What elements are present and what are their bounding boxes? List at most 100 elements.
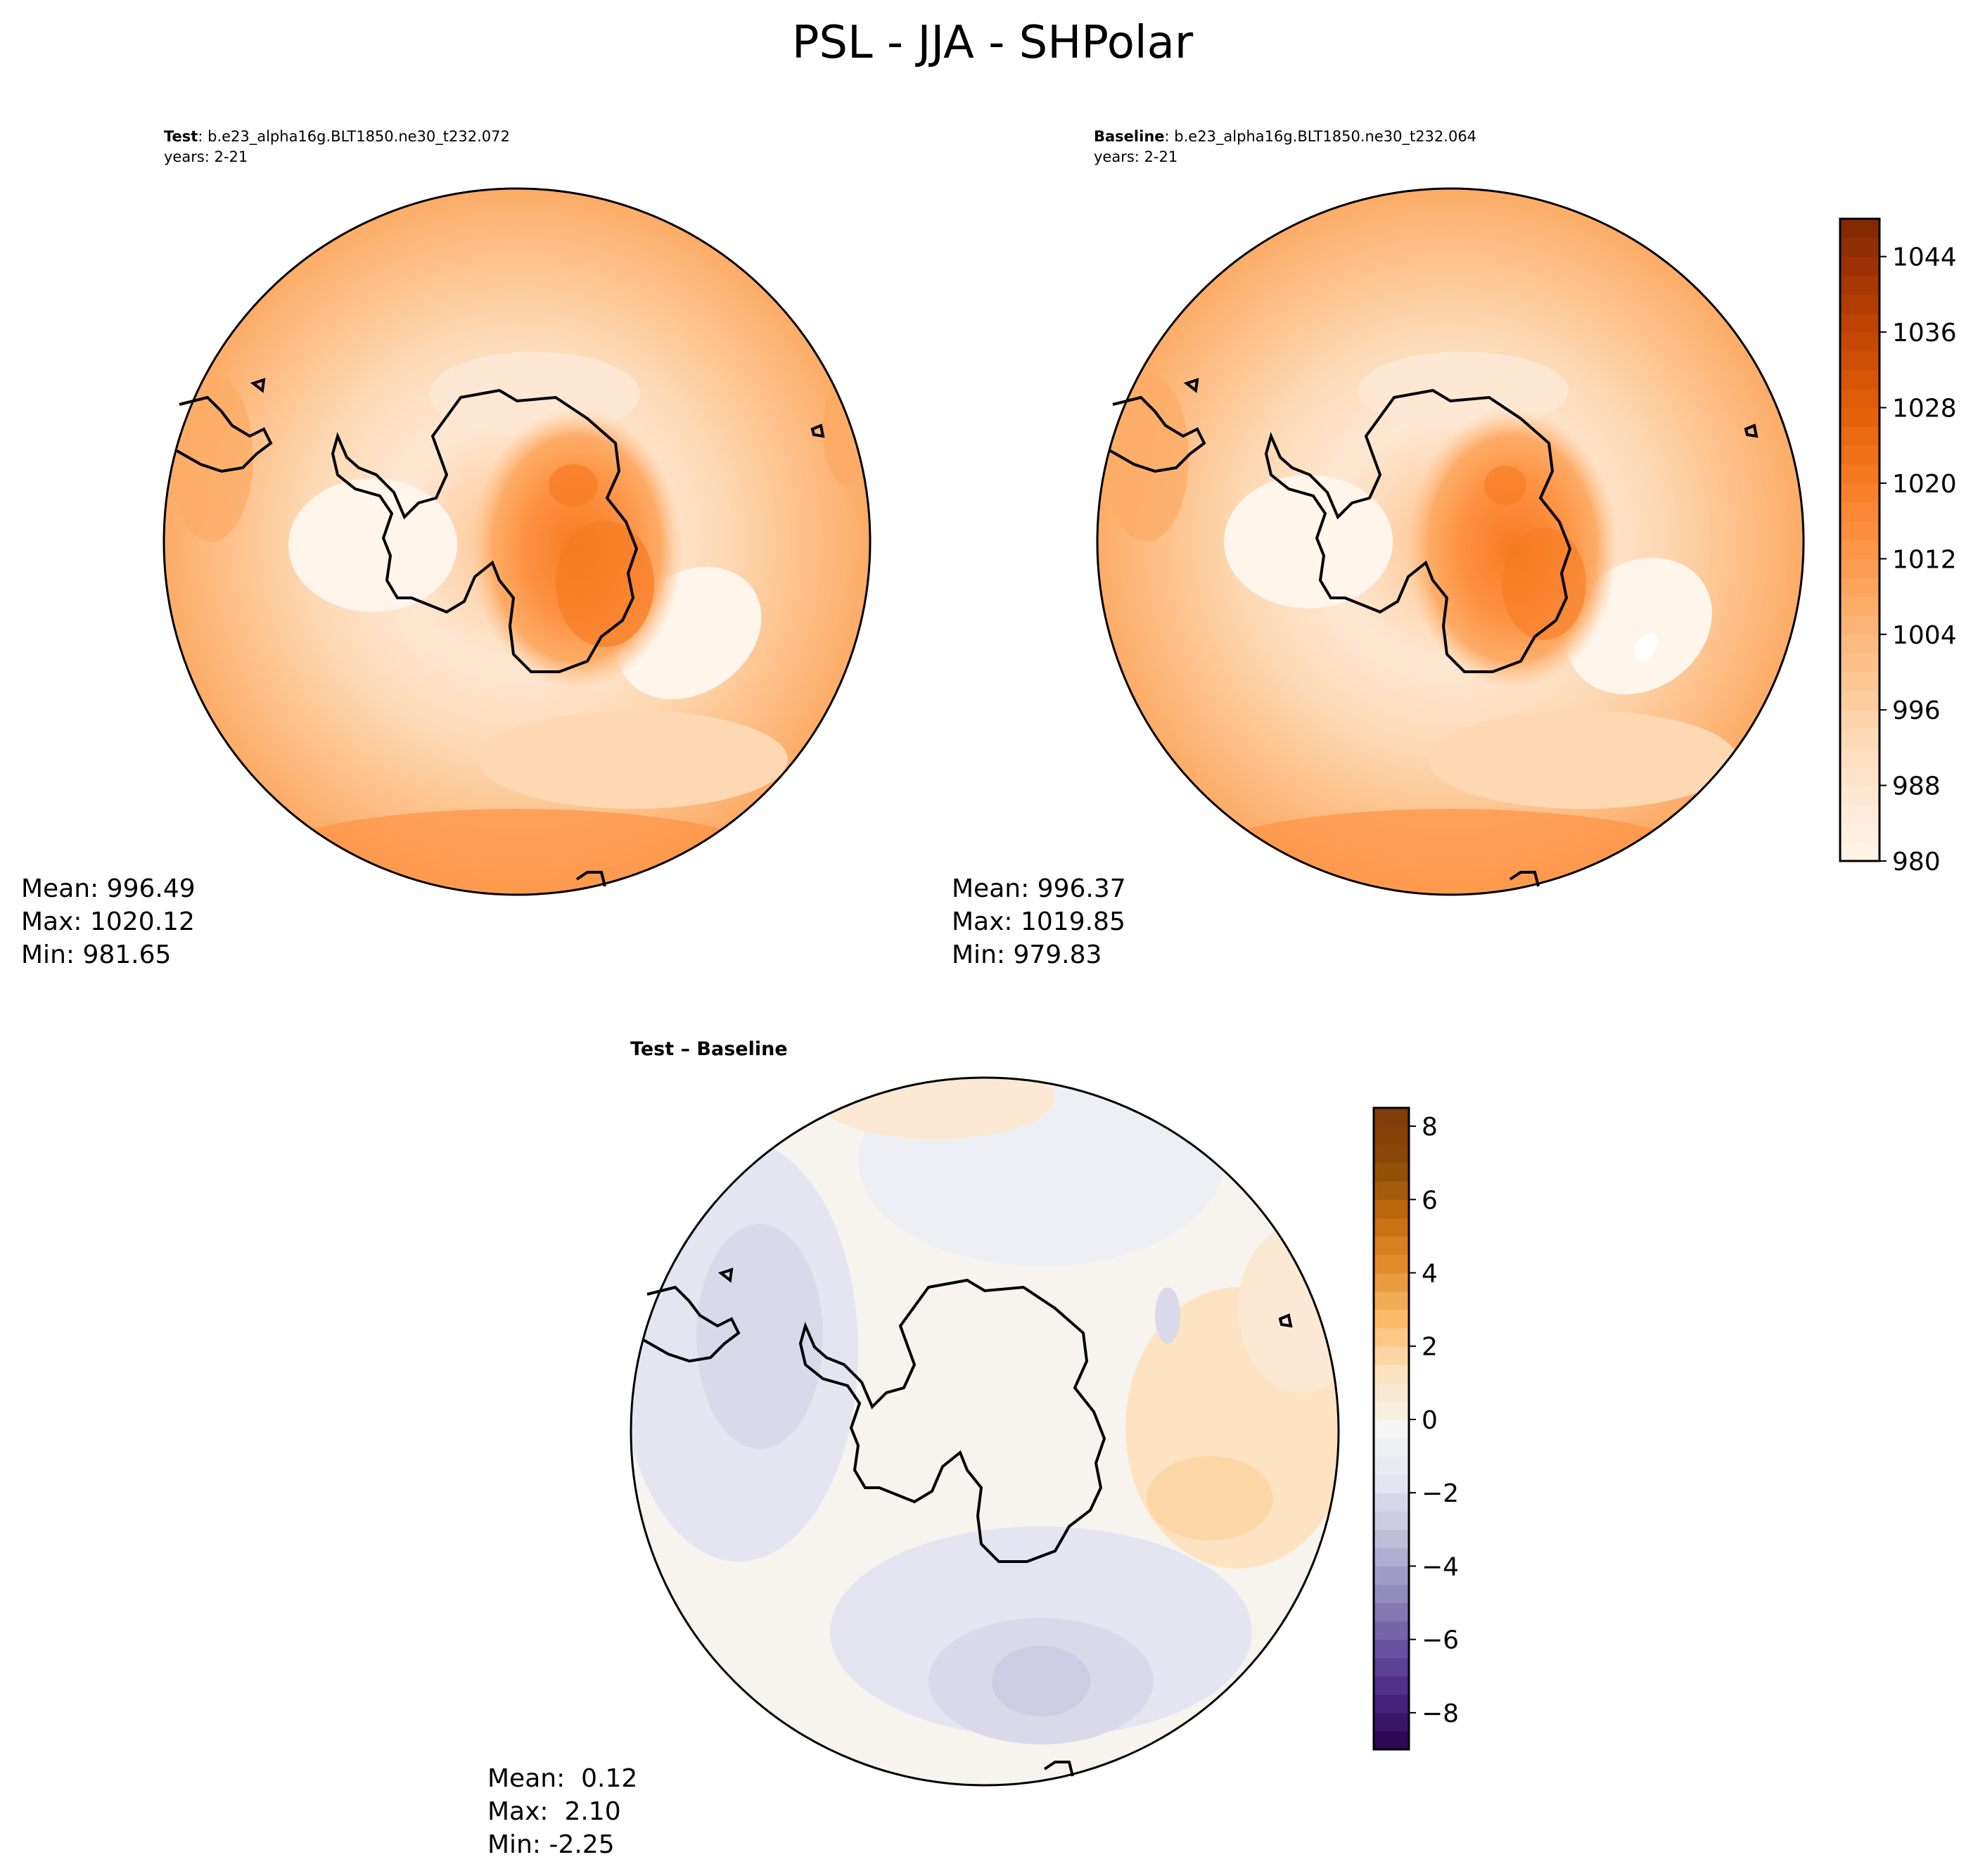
colorbar-absolute-band	[1840, 540, 1879, 559]
panel-baseline-max: Max: 1019.85	[952, 907, 1125, 936]
colorbar-absolute-band	[1840, 578, 1879, 597]
colorbar-difference-band	[1374, 1309, 1409, 1329]
colorbar-difference-tick-label: −6	[1422, 1626, 1459, 1655]
colorbar-difference-band	[1374, 1621, 1409, 1640]
panel-difference-min: Min: -2.25	[487, 1830, 615, 1859]
colorbar-difference-band	[1374, 1181, 1409, 1200]
panel-baseline-label-bold: Baseline	[1094, 128, 1165, 145]
colorbar-difference-band	[1374, 1346, 1409, 1365]
colorbar-difference-band	[1374, 1126, 1409, 1145]
colorbar-absolute-band	[1840, 445, 1879, 465]
colorbar-absolute-band	[1840, 634, 1879, 654]
colorbar-absolute: 980 988 996 1004 1012 1020 1028 1036 1044	[1839, 217, 1957, 876]
colorbar-absolute-band	[1840, 483, 1879, 503]
colorbar-difference: −8 −6 −4 −2 0 2 4 6 8	[1372, 1106, 1459, 1751]
panel-baseline-years: years: 2-21	[1094, 148, 1177, 165]
colorbar-difference-band	[1374, 1584, 1409, 1604]
colorbar-absolute-band	[1840, 710, 1879, 729]
panel-difference-stats: Mean: 0.12 Max: 2.10 Min: -2.25	[487, 1764, 637, 1859]
colorbar-absolute-band	[1840, 747, 1879, 767]
colorbar-difference-band	[1374, 1712, 1409, 1732]
colorbar-difference-band	[1374, 1382, 1409, 1402]
panel-difference-max: Max: 2.10	[487, 1797, 621, 1826]
panel-test-stats: Mean: 996.49 Max: 1020.12 Min: 981.65	[21, 874, 196, 969]
colorbar-absolute-band	[1840, 766, 1879, 786]
colorbar-absolute-band	[1840, 313, 1879, 333]
colorbar-difference-band	[1374, 1474, 1409, 1493]
colorbar-difference-band	[1374, 1602, 1409, 1622]
figure-title: PSL - JJA - SHPolar	[792, 17, 1194, 69]
colorbar-difference-band	[1374, 1511, 1409, 1530]
colorbar-absolute-band	[1840, 691, 1879, 710]
colorbar-absolute-band	[1840, 502, 1879, 522]
colorbar-absolute-tick-label: 996	[1892, 696, 1941, 725]
panel-test-label: Test: b.e23_alpha16g.BLT1850.ne30_t232.0…	[164, 128, 510, 146]
colorbar-absolute-band	[1840, 464, 1879, 484]
panel-test-mean: Mean: 996.49	[21, 874, 196, 903]
panel-difference-mean: Mean: 0.12	[487, 1764, 637, 1793]
colorbar-absolute-tick-label: 1028	[1892, 395, 1957, 423]
colorbar-absolute-band	[1840, 823, 1879, 843]
panel-baseline-label: Baseline: b.e23_alpha16g.BLT1850.ne30_t2…	[1094, 128, 1476, 146]
panel-difference-label: Test – Baseline	[630, 1038, 788, 1060]
colorbar-difference-band	[1374, 1529, 1409, 1548]
colorbar-difference-band	[1374, 1364, 1409, 1384]
colorbar-difference-band	[1374, 1272, 1409, 1292]
colorbar-difference-ticks: −8 −6 −4 −2 0 2 4 6 8	[1409, 1113, 1459, 1728]
colorbar-difference-tick-label: 8	[1422, 1113, 1438, 1142]
colorbar-difference-band	[1374, 1163, 1409, 1182]
colorbar-difference-tick-label: 4	[1422, 1260, 1438, 1289]
colorbar-difference-tick-label: 6	[1422, 1186, 1438, 1215]
colorbar-difference-tick-label: 2	[1422, 1333, 1438, 1362]
colorbar-absolute-band	[1840, 237, 1879, 257]
colorbar-absolute-ticks: 980 988 996 1004 1012 1020 1028 1036 1044	[1879, 243, 1957, 876]
colorbar-absolute-band	[1840, 596, 1879, 616]
colorbar-absolute-band	[1840, 219, 1879, 238]
colorbar-absolute-band	[1840, 672, 1879, 691]
colorbar-absolute-band	[1840, 388, 1879, 409]
colorbar-absolute-band	[1840, 369, 1879, 390]
colorbar-absolute-band	[1840, 256, 1879, 276]
coastlines-test	[174, 378, 825, 887]
colorbar-difference-band	[1374, 1676, 1409, 1695]
colorbar-absolute-band	[1840, 294, 1879, 314]
map-difference-border	[630, 1076, 1340, 1787]
colorbar-difference-band	[1374, 1438, 1409, 1457]
colorbar-difference-band	[1374, 1218, 1409, 1237]
colorbar-difference-band	[1374, 1199, 1409, 1218]
colorbar-absolute-band	[1840, 785, 1879, 805]
panel-test: Test: b.e23_alpha16g.BLT1850.ne30_t232.0…	[21, 128, 872, 969]
colorbar-absolute-band	[1840, 804, 1879, 824]
map-test-border	[162, 187, 872, 896]
map-baseline-border	[1096, 187, 1805, 896]
panel-difference: Test – Baseline Mean: 0.12 Max: 2.1	[487, 1038, 1459, 1859]
colorbar-absolute-band	[1840, 332, 1879, 352]
panel-baseline-label-case: : b.e23_alpha16g.BLT1850.ne30_t232.064	[1165, 128, 1477, 146]
panel-baseline-mean: Mean: 996.37	[952, 874, 1126, 903]
colorbar-absolute-bands	[1840, 219, 1879, 862]
colorbar-difference-band	[1374, 1493, 1409, 1512]
colorbar-difference-tick-label: 0	[1422, 1406, 1438, 1435]
colorbar-difference-tick-label: −4	[1422, 1552, 1459, 1581]
colorbar-difference-band	[1374, 1657, 1409, 1677]
panel-baseline-stats: Mean: 996.37 Max: 1019.85 Min: 979.83	[952, 874, 1126, 969]
colorbar-difference-band	[1374, 1400, 1409, 1420]
colorbar-absolute-tick-label: 980	[1892, 848, 1941, 876]
panel-test-label-bold: Test	[164, 128, 198, 145]
colorbar-difference-band	[1374, 1291, 1409, 1310]
colorbar-absolute-band	[1840, 350, 1879, 371]
colorbar-difference-band	[1374, 1327, 1409, 1347]
coastlines-difference	[642, 1268, 1293, 1777]
map-test	[164, 189, 870, 895]
panel-baseline: Baseline: b.e23_alpha16g.BLT1850.ne30_t2…	[952, 128, 1957, 969]
panel-test-years: years: 2-21	[164, 148, 248, 165]
colorbar-absolute-tick-label: 1044	[1892, 243, 1957, 272]
panel-test-label-case: : b.e23_alpha16g.BLT1850.ne30_t232.072	[198, 128, 510, 146]
colorbar-absolute-band	[1840, 615, 1879, 635]
colorbar-difference-band	[1374, 1694, 1409, 1714]
colorbar-difference-band	[1374, 1144, 1409, 1163]
colorbar-absolute-tick-label: 1020	[1892, 470, 1957, 499]
panel-baseline-min: Min: 979.83	[952, 940, 1102, 969]
colorbar-difference-bands	[1374, 1108, 1409, 1750]
